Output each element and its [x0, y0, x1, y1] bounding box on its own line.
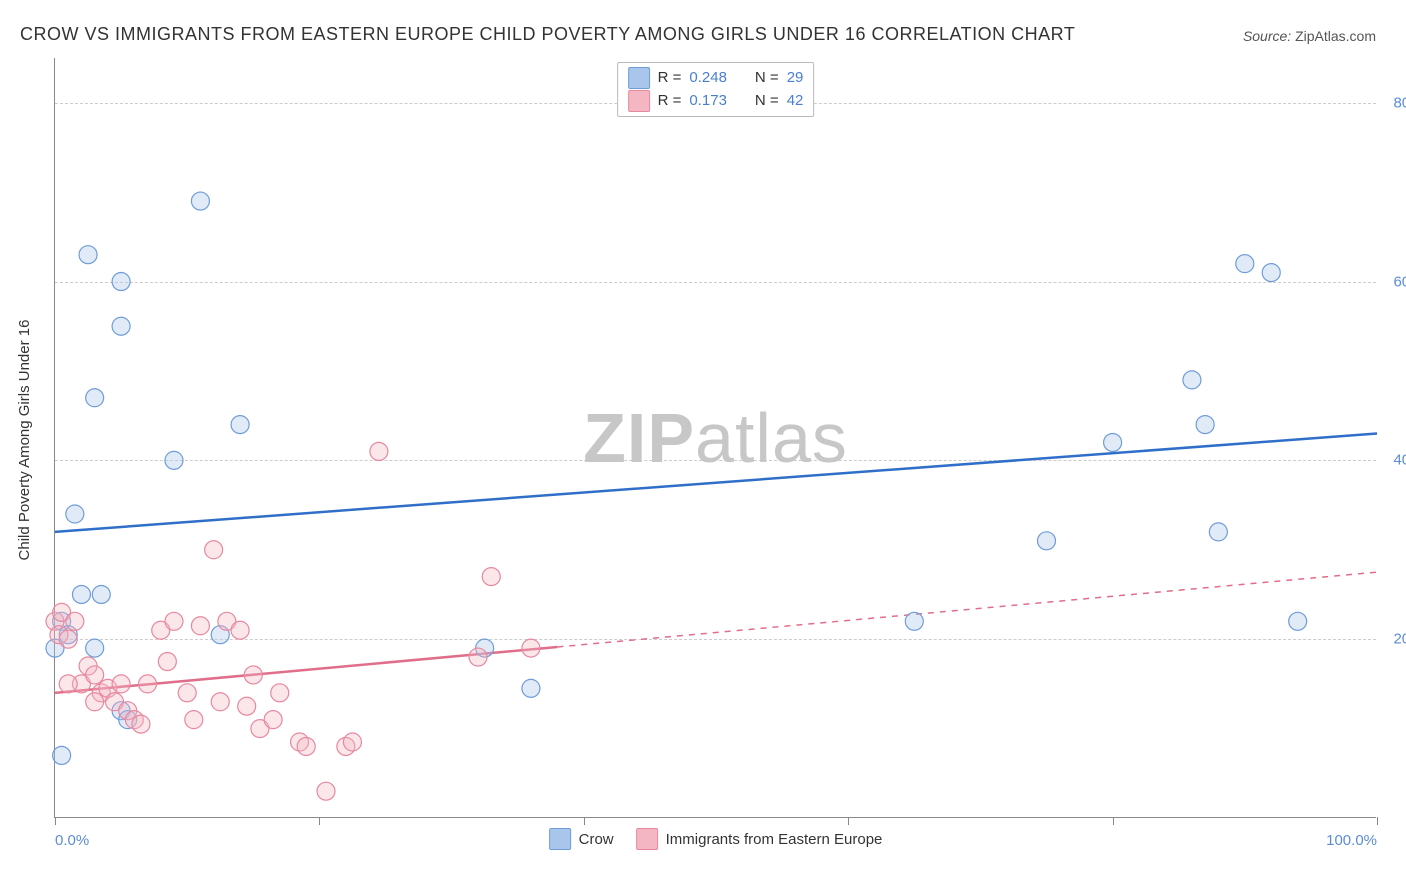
data-point [59, 675, 77, 693]
r-value: 0.248 [689, 67, 727, 90]
legend-label: Immigrants from Eastern Europe [666, 831, 883, 848]
data-point [66, 505, 84, 523]
legend-label: Crow [579, 831, 614, 848]
y-tick-label: 60.0% [1381, 273, 1406, 290]
data-point [86, 693, 104, 711]
correlation-legend: R = 0.248 N = 29 R = 0.173 N = 42 [617, 62, 815, 117]
data-point [158, 653, 176, 671]
data-point [112, 273, 130, 291]
data-point [244, 666, 262, 684]
data-point [370, 442, 388, 460]
data-point [86, 389, 104, 407]
data-point [238, 697, 256, 715]
data-point [112, 675, 130, 693]
data-point [1038, 532, 1056, 550]
data-point [66, 612, 84, 630]
trend-line [55, 434, 1377, 532]
y-tick-label: 20.0% [1381, 631, 1406, 648]
data-point [79, 246, 97, 264]
data-point [92, 585, 110, 603]
data-point [191, 192, 209, 210]
r-value: 0.173 [689, 90, 727, 113]
y-tick-label: 40.0% [1381, 452, 1406, 469]
y-tick-label: 80.0% [1381, 94, 1406, 111]
data-point [317, 782, 335, 800]
data-point [522, 639, 540, 657]
data-point [211, 693, 229, 711]
data-point [165, 612, 183, 630]
series-legend: Crow Immigrants from Eastern Europe [549, 828, 883, 850]
data-point [469, 648, 487, 666]
data-point [1209, 523, 1227, 541]
x-tick [848, 817, 849, 825]
y-axis-label: Child Poverty Among Girls Under 16 [16, 320, 33, 561]
data-point [1104, 433, 1122, 451]
legend-swatch [549, 828, 571, 850]
data-point [1262, 264, 1280, 282]
data-point [53, 746, 71, 764]
n-label: N = [755, 90, 779, 113]
data-point [86, 639, 104, 657]
r-label: R = [658, 90, 682, 113]
chart-svg [55, 58, 1376, 817]
data-point [297, 737, 315, 755]
data-point [139, 675, 157, 693]
data-point [112, 317, 130, 335]
r-label: R = [658, 67, 682, 90]
legend-swatch [628, 67, 650, 89]
data-point [59, 630, 77, 648]
chart-title: CROW VS IMMIGRANTS FROM EASTERN EUROPE C… [20, 24, 1075, 45]
data-point [264, 711, 282, 729]
data-point [1196, 416, 1214, 434]
data-point [132, 715, 150, 733]
legend-item: Crow [549, 828, 614, 850]
legend-swatch [636, 828, 658, 850]
x-tick [1113, 817, 1114, 825]
data-point [482, 568, 500, 586]
x-tick [1377, 817, 1378, 825]
data-point [1289, 612, 1307, 630]
data-point [1236, 255, 1254, 273]
source-attribution: Source: ZipAtlas.com [1243, 28, 1376, 44]
data-point [271, 684, 289, 702]
data-point [231, 416, 249, 434]
legend-swatch [628, 90, 650, 112]
data-point [165, 451, 183, 469]
data-point [178, 684, 196, 702]
data-point [72, 585, 90, 603]
data-point [185, 711, 203, 729]
correlation-legend-row: R = 0.173 N = 42 [628, 90, 804, 113]
x-tick-label: 0.0% [55, 832, 89, 849]
source-value: ZipAtlas.com [1295, 28, 1376, 44]
correlation-legend-row: R = 0.248 N = 29 [628, 67, 804, 90]
data-point [231, 621, 249, 639]
data-point [522, 679, 540, 697]
data-point [205, 541, 223, 559]
x-tick [55, 817, 56, 825]
n-value: 42 [787, 90, 804, 113]
data-point [905, 612, 923, 630]
data-point [86, 666, 104, 684]
x-tick [319, 817, 320, 825]
chart-plot-area: ZIPatlas 20.0%40.0%60.0%80.0% R =0.248N … [54, 58, 1376, 818]
trend-line-extended [557, 572, 1377, 647]
source-label: Source: [1243, 28, 1291, 44]
data-point [1183, 371, 1201, 389]
n-label: N = [755, 67, 779, 90]
legend-item: Immigrants from Eastern Europe [636, 828, 883, 850]
data-point [191, 617, 209, 635]
n-value: 29 [787, 67, 804, 90]
data-point [343, 733, 361, 751]
x-tick [584, 817, 585, 825]
x-tick-label: 100.0% [1326, 832, 1377, 849]
